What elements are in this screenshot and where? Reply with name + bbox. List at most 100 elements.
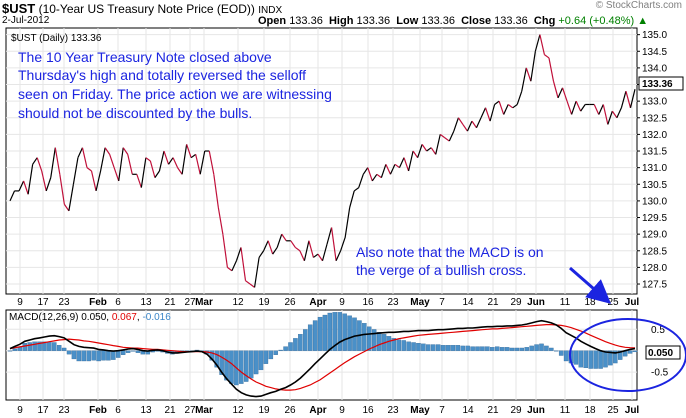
price-segment xyxy=(480,107,487,119)
price-y-axis: 127.5 128.0 128.5 129.0 129.5 130.0 130.5 131.0… xyxy=(637,30,667,291)
macd-histogram-bar xyxy=(465,345,470,351)
price-segment xyxy=(18,180,25,192)
x-tick-label: Mar xyxy=(195,297,213,308)
price-segment xyxy=(122,147,129,155)
price-segment xyxy=(313,253,319,258)
macd-histogram-bar xyxy=(627,350,633,354)
price-segment xyxy=(267,240,274,255)
price-segment xyxy=(426,147,432,152)
x-tick-label: 18 xyxy=(584,405,596,416)
price-segment xyxy=(299,250,305,261)
macd-histogram-bar xyxy=(362,323,367,351)
price-segment xyxy=(367,167,373,182)
price-segment xyxy=(136,174,142,188)
x-tick-label: Jul xyxy=(625,297,640,308)
high-label: High xyxy=(328,15,354,27)
macd-histogram-bar xyxy=(32,341,37,351)
price-y-tick-label: 131.0 xyxy=(642,163,667,174)
macd-histogram-bar xyxy=(22,343,28,351)
macd-histogram-bar xyxy=(475,346,480,351)
x-tick-label: Feb xyxy=(89,405,107,416)
price-y-tick-label: 132.5 xyxy=(642,113,667,124)
price-segment xyxy=(503,104,509,115)
price-segment xyxy=(544,54,550,59)
macd-histogram-bar xyxy=(544,345,549,351)
macd-histogram-bar xyxy=(135,350,141,353)
price-segment xyxy=(448,130,455,142)
macd-histogram-bar xyxy=(288,342,293,351)
x-tick-label: 6 xyxy=(115,297,121,308)
x-tick-label: 9 xyxy=(17,297,23,308)
chart-date: 2-Jul-2012 xyxy=(2,15,50,26)
x-tick-label: 7 xyxy=(439,297,445,308)
macd-histogram-bar xyxy=(224,350,229,381)
x-tick-label: Mar xyxy=(195,405,213,416)
macd-histogram-bar xyxy=(258,350,264,371)
price-segment xyxy=(620,91,627,108)
macd-histogram-bar xyxy=(583,350,589,369)
macd-histogram-bar xyxy=(278,349,283,351)
macd-histogram-bar xyxy=(332,312,338,351)
price-segment xyxy=(489,104,496,122)
price-segment xyxy=(389,164,396,175)
macd-histogram-bar xyxy=(229,350,234,384)
price-segment xyxy=(561,87,568,102)
price-segment xyxy=(45,177,52,192)
low-label: Low xyxy=(396,15,419,27)
price-segment xyxy=(249,283,255,288)
x-tick-label: 14 xyxy=(462,297,474,308)
price-segment xyxy=(245,280,251,285)
x-tick-label: 18 xyxy=(584,297,596,308)
price-segment xyxy=(258,250,265,258)
macd-histogram-bar xyxy=(327,312,333,351)
watermark: © StockCharts.com xyxy=(595,0,682,11)
price-segment xyxy=(158,150,165,172)
macd-histogram-bar xyxy=(396,339,402,351)
macd-histogram-bar xyxy=(617,350,623,360)
macd-histogram-bar xyxy=(71,350,77,360)
macd-histogram-bar xyxy=(598,350,603,369)
x-tick-label: 16 xyxy=(362,405,374,416)
x-axis-top: 9 17 23 Feb 6 13 21 27 Mar 12 19 26 Apr 9 16 23 May 7 14 21… xyxy=(17,297,639,308)
macd-histogram-bar xyxy=(243,350,249,382)
macd-histogram-bar xyxy=(111,350,116,360)
x-tick-label: 9 xyxy=(339,297,345,308)
price-segment xyxy=(263,240,269,252)
macd-histogram-bar xyxy=(494,346,500,351)
low-value: 133.36 xyxy=(421,15,455,27)
price-segment xyxy=(326,227,333,245)
x-tick-label: 7 xyxy=(439,405,445,416)
annotation-main-line-3: seen on Friday. The price action we are … xyxy=(18,86,332,102)
up-arrow-icon: ▲ xyxy=(637,15,649,27)
price-segment xyxy=(190,153,197,159)
x-tick-label: 14 xyxy=(462,405,474,416)
price-y-tick-label: 129.0 xyxy=(642,230,667,241)
macd-line xyxy=(9,319,636,398)
macd-histogram-bar xyxy=(445,345,451,351)
macd-histogram-bar xyxy=(435,344,441,351)
price-segment xyxy=(290,240,296,248)
macd-histogram-bar xyxy=(426,344,431,351)
macd-histogram-bar xyxy=(61,347,67,351)
price-segment xyxy=(168,157,174,165)
macd-histogram-bar xyxy=(485,346,490,351)
price-segment xyxy=(616,107,622,119)
price-segment xyxy=(548,57,555,82)
price-segment xyxy=(95,170,102,192)
annotation-main-line-1: The 10 Year Treasury Note closed above xyxy=(18,49,272,65)
x-tick-label: 11 xyxy=(560,405,571,416)
macd-histogram-bar xyxy=(219,350,224,375)
price-segment xyxy=(521,67,527,92)
price-segment xyxy=(498,100,505,115)
macd-histogram-bar xyxy=(298,334,303,351)
macd-histogram-bar xyxy=(56,345,62,351)
price-y-tick-label: 135.0 xyxy=(642,30,667,41)
x-tick-label: 19 xyxy=(258,405,270,416)
x-tick-label: 9 xyxy=(339,405,345,416)
macd-histogram-bar xyxy=(371,329,377,351)
open-label: Open xyxy=(258,15,287,27)
x-tick-label: 13 xyxy=(140,297,152,308)
price-segment xyxy=(593,104,600,115)
price-segment xyxy=(72,157,79,185)
price-segment xyxy=(566,100,573,115)
